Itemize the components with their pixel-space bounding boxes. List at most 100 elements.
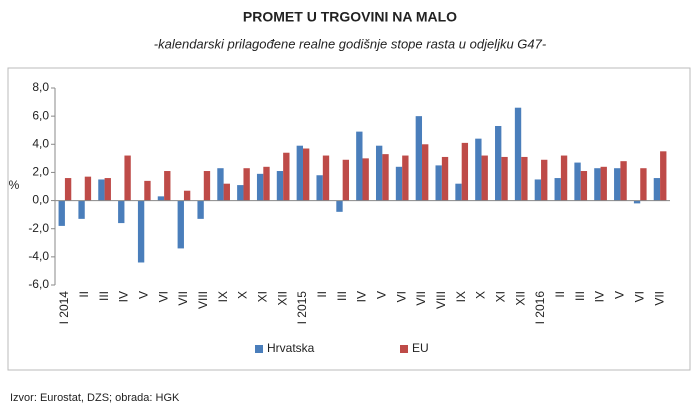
x-tick-label: II bbox=[77, 291, 91, 298]
chart-title: PROMET U TRGOVINI NA MALO bbox=[243, 9, 457, 25]
bar bbox=[197, 200, 204, 219]
bar bbox=[203, 171, 211, 201]
y-axis-label: % bbox=[9, 178, 20, 192]
x-tick-label: IV bbox=[593, 291, 607, 302]
bar bbox=[64, 178, 72, 201]
x-tick-label: I 2016 bbox=[533, 291, 547, 325]
bar bbox=[237, 185, 244, 201]
bar bbox=[362, 158, 369, 201]
bar bbox=[534, 179, 542, 201]
bar bbox=[104, 178, 111, 201]
bar bbox=[263, 166, 270, 201]
y-tick-label: -4,0 bbox=[28, 249, 49, 263]
y-tick-label: 0,0 bbox=[32, 193, 49, 207]
x-tick-label: VI bbox=[156, 291, 170, 302]
bar bbox=[78, 200, 85, 219]
x-tick-label: XII bbox=[275, 291, 289, 306]
bar bbox=[296, 145, 303, 201]
x-tick-label: III bbox=[97, 291, 111, 301]
bar bbox=[475, 138, 482, 201]
x-tick-label: XI bbox=[494, 291, 508, 302]
bar bbox=[415, 116, 423, 201]
bar bbox=[243, 168, 250, 201]
bar bbox=[256, 173, 264, 201]
bar bbox=[455, 183, 462, 201]
x-tick-label: V bbox=[136, 291, 150, 299]
bar bbox=[580, 171, 588, 201]
bar bbox=[302, 148, 310, 201]
x-tick-label: X bbox=[236, 291, 250, 299]
x-tick-label: VI bbox=[394, 291, 408, 302]
x-tick-label: V bbox=[613, 291, 627, 299]
bar bbox=[594, 168, 601, 201]
bar bbox=[541, 159, 548, 201]
bar bbox=[402, 155, 409, 201]
bar bbox=[144, 180, 151, 201]
bar bbox=[164, 171, 171, 201]
bar bbox=[124, 155, 131, 201]
bar bbox=[322, 155, 330, 201]
x-tick-label: VI bbox=[632, 291, 646, 302]
bar bbox=[336, 200, 343, 212]
legend-swatch bbox=[400, 345, 408, 353]
bar bbox=[375, 145, 383, 201]
x-tick-label: IV bbox=[355, 291, 369, 302]
bar bbox=[495, 125, 502, 201]
bar bbox=[422, 144, 429, 201]
bar bbox=[157, 196, 165, 201]
chart-frame bbox=[7, 67, 691, 371]
bar bbox=[137, 200, 145, 263]
legend-label: Hrvatska bbox=[267, 341, 315, 355]
x-tick-label: III bbox=[335, 291, 349, 301]
bar bbox=[283, 152, 290, 201]
y-tick-label: -6,0 bbox=[28, 277, 49, 291]
x-tick-label: XI bbox=[255, 291, 269, 302]
x-tick-label: IX bbox=[216, 291, 230, 302]
x-tick-label: X bbox=[474, 291, 488, 299]
bar bbox=[183, 190, 191, 201]
bar bbox=[521, 156, 528, 201]
x-tick-label: VIII bbox=[434, 291, 448, 309]
bar bbox=[58, 200, 65, 226]
bar bbox=[633, 200, 641, 204]
bar bbox=[554, 178, 561, 201]
bar bbox=[316, 175, 323, 201]
bar bbox=[514, 107, 522, 201]
bar bbox=[382, 154, 389, 201]
y-tick-label: 8,0 bbox=[32, 80, 49, 94]
bar bbox=[276, 171, 284, 201]
y-tick-label: -2,0 bbox=[28, 221, 49, 235]
bar bbox=[356, 131, 363, 201]
bar bbox=[342, 159, 350, 201]
x-tick-label: VIII bbox=[196, 291, 210, 309]
y-tick-label: 6,0 bbox=[32, 108, 49, 122]
x-tick-label: III bbox=[573, 291, 587, 301]
x-tick-label: I 2014 bbox=[57, 291, 71, 325]
bar bbox=[223, 183, 230, 201]
bar bbox=[177, 200, 184, 249]
bar bbox=[640, 168, 647, 201]
x-tick-label: IX bbox=[454, 291, 468, 302]
y-tick-label: 2,0 bbox=[32, 165, 49, 179]
bar bbox=[441, 156, 449, 201]
bar bbox=[614, 168, 621, 201]
bar bbox=[461, 142, 469, 201]
bar bbox=[660, 151, 667, 201]
x-tick-label: II bbox=[553, 291, 567, 298]
bar bbox=[118, 200, 125, 224]
bar bbox=[435, 165, 442, 201]
x-tick-label: VII bbox=[652, 291, 666, 306]
x-tick-label: V bbox=[375, 291, 389, 299]
bar bbox=[574, 162, 581, 201]
legend-swatch bbox=[255, 345, 263, 353]
bar bbox=[560, 155, 568, 201]
x-tick-label: VII bbox=[176, 291, 190, 306]
bar bbox=[600, 166, 607, 201]
x-tick-label: XII bbox=[513, 291, 527, 306]
x-tick-label: IV bbox=[117, 291, 131, 302]
bar bbox=[98, 179, 105, 201]
bar bbox=[84, 176, 92, 201]
bar bbox=[653, 178, 661, 201]
x-tick-label: I 2015 bbox=[295, 291, 309, 325]
